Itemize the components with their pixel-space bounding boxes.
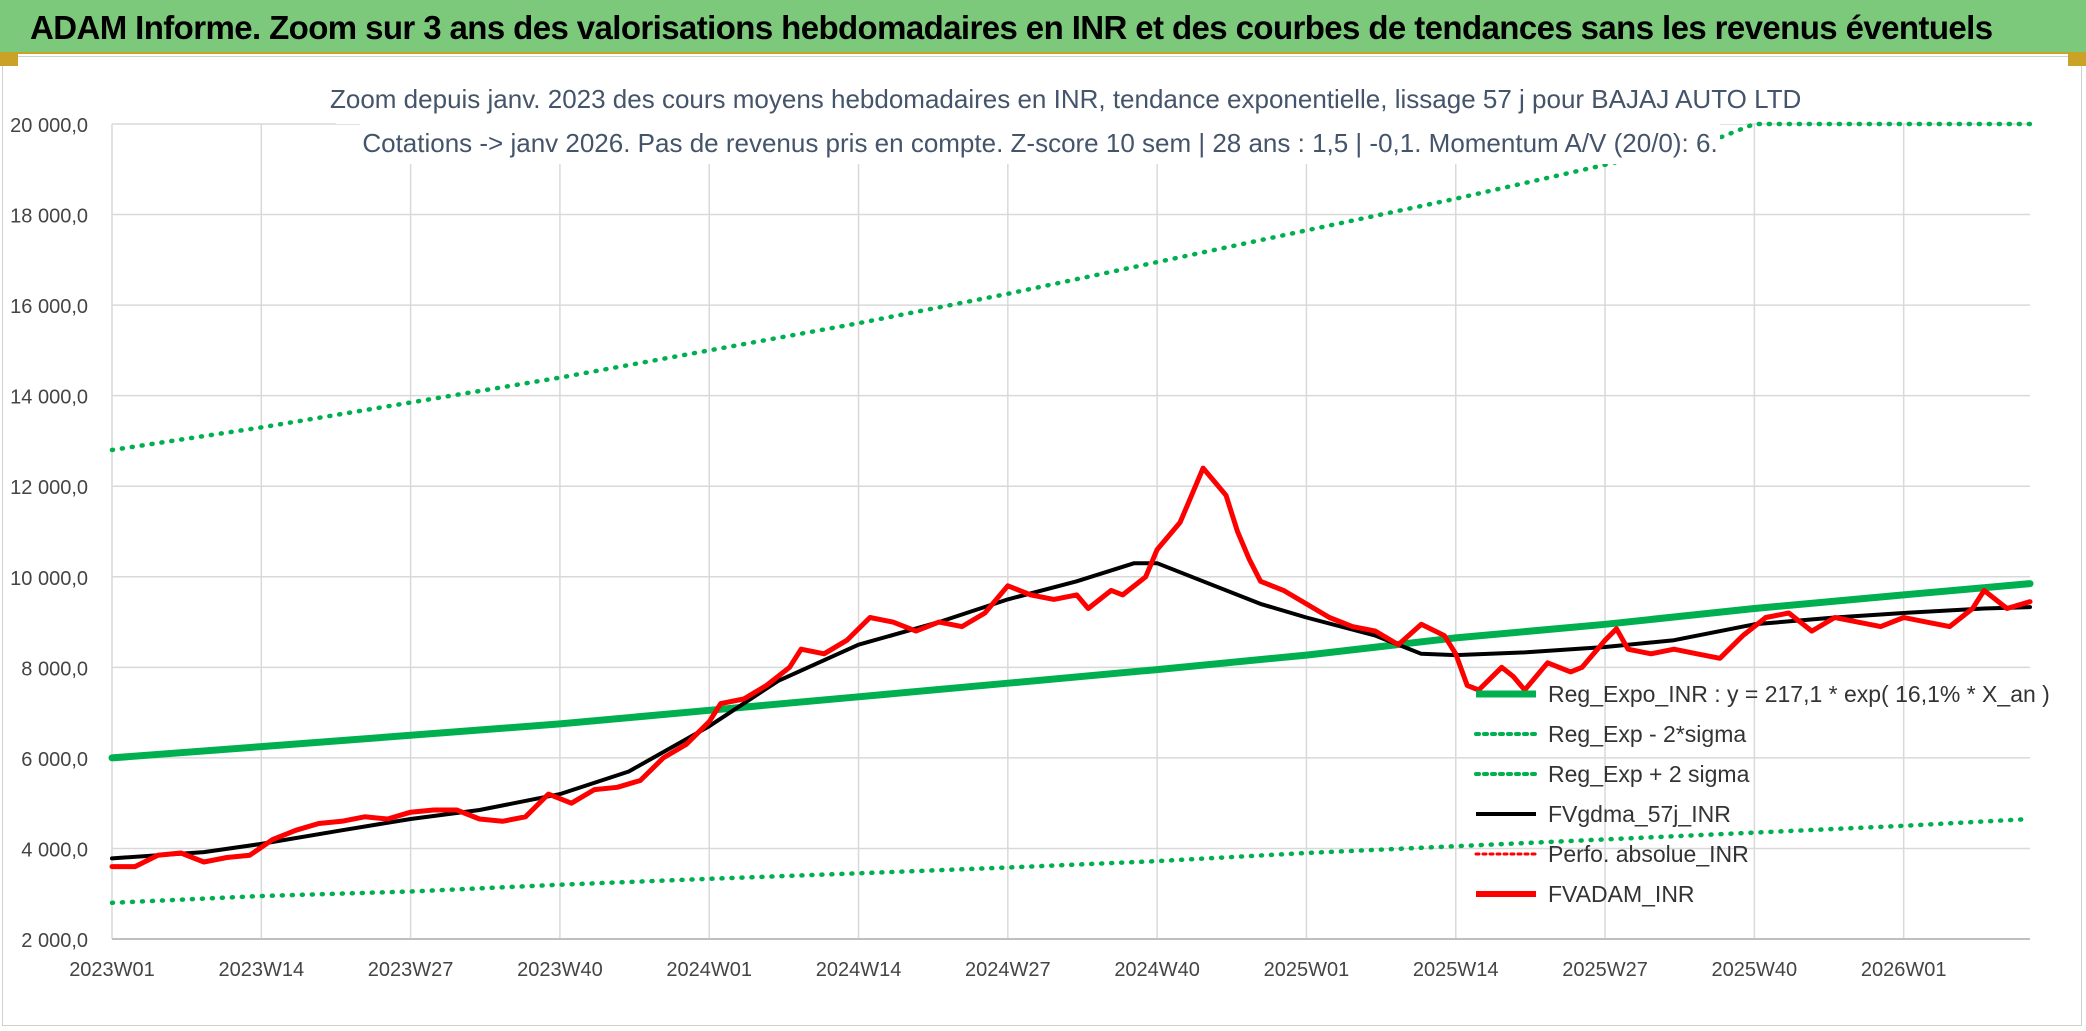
legend-item-reg-minus-2sigma: Reg_Exp - 2*sigma <box>1472 716 1746 752</box>
report-title-bar: ADAM Informe. Zoom sur 3 ans des valoris… <box>0 0 2086 54</box>
y-tick-label: 20 000,0 <box>10 115 88 137</box>
y-tick-label: 2 000,0 <box>21 930 88 952</box>
legend-label: Reg_Exp + 2 sigma <box>1548 760 1750 787</box>
legend-swatch <box>1474 772 1538 776</box>
legend-label: Perfo. absolue_INR <box>1548 840 1749 867</box>
x-tick-label: 2023W40 <box>517 959 603 981</box>
legend-swatch <box>1476 812 1536 816</box>
series-line-5 <box>109 465 2033 870</box>
y-tick-label: 12 000,0 <box>10 477 88 499</box>
chart-title: Zoom depuis janv. 2023 des cours moyens … <box>330 84 1802 114</box>
x-tick-label: 2025W27 <box>1562 959 1648 981</box>
series-line-0 <box>108 580 2034 762</box>
y-tick-label: 6 000,0 <box>21 749 88 771</box>
legend-swatch <box>1476 690 1536 698</box>
chart-subtitle: Cotations -> janv 2026. Pas de revenus p… <box>362 128 1718 158</box>
chart-title-background <box>336 80 1746 124</box>
legend-label: Reg_Exp - 2*sigma <box>1548 720 1747 747</box>
x-tick-label: 2025W01 <box>1264 959 1350 981</box>
x-tick-label: 2023W14 <box>218 959 304 981</box>
x-tick-label: 2024W27 <box>965 959 1051 981</box>
x-tick-label: 2023W01 <box>69 959 155 981</box>
legend-item-fvadam: FVADAM_INR <box>1472 876 1695 912</box>
x-tick-label: 2024W01 <box>666 959 752 981</box>
x-tick-label: 2026W01 <box>1861 959 1947 981</box>
x-tick-label: 2023W27 <box>368 959 454 981</box>
chart-subtitle-background <box>360 124 1720 164</box>
legend-item-perfo-absolue: Perfo. absolue_INR <box>1472 836 1749 872</box>
legend-swatch <box>1474 732 1538 736</box>
legend-swatch <box>1476 891 1536 897</box>
legend-label: FVgdma_57j_INR <box>1548 800 1731 827</box>
y-tick-label: 4 000,0 <box>21 839 88 861</box>
series-line-1 <box>109 816 2033 906</box>
series-line-2 <box>109 121 2033 453</box>
y-tick-label: 18 000,0 <box>10 206 88 228</box>
report-title: ADAM Informe. Zoom sur 3 ans des valoris… <box>30 9 1993 46</box>
legend-swatch <box>1474 852 1538 856</box>
chart-frame <box>2 56 2082 1026</box>
legend-item-reg-plus-2sigma: Reg_Exp + 2 sigma <box>1472 756 1749 792</box>
y-tick-label: 8 000,0 <box>21 658 88 680</box>
x-tick-label: 2024W40 <box>1114 959 1200 981</box>
y-tick-label: 10 000,0 <box>10 568 88 590</box>
y-tick-label: 14 000,0 <box>10 387 88 409</box>
x-tick-label: 2025W40 <box>1712 959 1798 981</box>
y-tick-label: 16 000,0 <box>10 296 88 318</box>
legend-label: FVADAM_INR <box>1548 880 1695 907</box>
series-line-3 <box>110 561 2032 861</box>
corner-marker <box>2068 54 2086 66</box>
x-tick-label: 2025W14 <box>1413 959 1499 981</box>
legend-item-reg-expo: Reg_Expo_INR : y = 217,1 * exp( 16,1% * … <box>1472 676 2050 712</box>
corner-marker <box>0 54 18 66</box>
legend-label: Reg_Expo_INR : y = 217,1 * exp( 16,1% * … <box>1548 680 2050 707</box>
legend-item-fvgdma: FVgdma_57j_INR <box>1472 796 1731 832</box>
x-tick-label: 2024W14 <box>816 959 902 981</box>
